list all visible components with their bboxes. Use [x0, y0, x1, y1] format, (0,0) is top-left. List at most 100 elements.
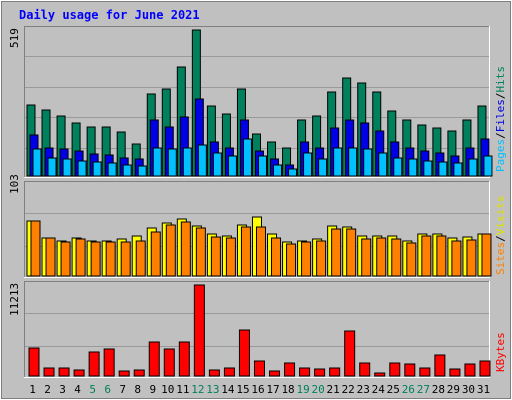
- bot-bar-kbytes-day-31: [479, 360, 491, 377]
- top-bar-pages-day-8: [137, 165, 147, 177]
- mid-bar-sites-day-28: [436, 235, 447, 277]
- x-tick-label-day-22: 22: [342, 383, 355, 396]
- bot-bar-kbytes-day-15: [238, 329, 250, 377]
- bot-bar-kbytes-day-13: [208, 369, 220, 377]
- x-tick-label-day-4: 4: [74, 383, 81, 396]
- bot-bar-kbytes-day-20: [314, 368, 326, 377]
- bot-bar-kbytes-day-10: [163, 348, 175, 377]
- top-bar-pages-day-16: [257, 155, 267, 177]
- mid-bar-sites-day-8: [135, 240, 146, 277]
- x-tick-label-day-1: 1: [29, 383, 36, 396]
- bot-bar-kbytes-day-5: [88, 351, 100, 377]
- bot-bar-kbytes-day-21: [329, 367, 341, 377]
- top-bar-pages-day-26: [408, 158, 418, 177]
- top-bar-pages-day-7: [122, 164, 132, 177]
- mid-bar-sites-day-15: [240, 226, 251, 277]
- mid-bar-sites-day-12: [195, 227, 206, 277]
- top-bar-pages-day-15: [242, 138, 252, 177]
- top-bar-pages-day-5: [92, 161, 102, 177]
- mid-bar-sites-day-2: [45, 237, 56, 277]
- mid-bar-sites-day-5: [90, 241, 101, 277]
- mid-bar-sites-day-19: [301, 241, 312, 277]
- top-bar-pages-day-2: [47, 157, 57, 177]
- legend-kbytes: KBytes: [494, 332, 507, 372]
- x-tick-label-day-27: 27: [417, 383, 430, 396]
- top-bar-pages-day-12: [197, 144, 207, 177]
- mid-bar-sites-day-25: [391, 238, 402, 277]
- bot-bar-kbytes-day-16: [253, 360, 265, 377]
- x-tick-label-day-25: 25: [387, 383, 400, 396]
- top-bar-pages-day-17: [273, 164, 283, 177]
- x-tick-label-day-10: 10: [161, 383, 174, 396]
- bot-bar-kbytes-day-2: [43, 367, 55, 377]
- x-tick-label-day-19: 19: [296, 383, 309, 396]
- mid-bar-sites-day-31: [481, 233, 492, 277]
- top-bar-pages-day-11: [182, 147, 192, 177]
- mid-bar-sites-day-3: [60, 241, 71, 277]
- x-tick-label-day-21: 21: [327, 383, 340, 396]
- top-bar-pages-day-10: [167, 148, 177, 177]
- bot-bar-kbytes-day-19: [299, 367, 311, 377]
- bot-bar-kbytes-day-6: [103, 348, 115, 377]
- top-bar-pages-day-4: [77, 160, 87, 177]
- legend-separator: /: [494, 235, 507, 242]
- bot-bar-kbytes-day-22: [344, 330, 356, 377]
- top-bar-pages-day-21: [333, 147, 343, 177]
- x-tick-label-day-11: 11: [176, 383, 189, 396]
- x-tick-label-day-18: 18: [281, 383, 294, 396]
- mid-bar-sites-day-14: [225, 237, 236, 277]
- top-bar-pages-day-6: [107, 162, 117, 177]
- mid-bar-sites-day-23: [361, 238, 372, 277]
- mid-bar-sites-day-29: [451, 240, 462, 277]
- x-tick-label-day-6: 6: [104, 383, 111, 396]
- legend-hits: Hits: [494, 66, 507, 93]
- legend-sites: Sites: [494, 242, 507, 275]
- mid-bar-sites-day-22: [346, 228, 357, 277]
- top-bar-pages-day-28: [438, 161, 448, 177]
- bot-bar-kbytes-day-4: [73, 369, 85, 377]
- x-axis-day-labels: 1 2 3 4 5 6 7 8 9 10 11 12 13 14 15 16 17 18 19 20 21 22 23 24 2…: [29, 383, 490, 396]
- top-bar-pages-day-1: [32, 148, 42, 177]
- chart-title: Daily usage for June 2021: [19, 8, 200, 22]
- bot-bar-kbytes-day-18: [284, 362, 296, 377]
- bot-bar-kbytes-day-27: [419, 367, 431, 377]
- legend-separator: /: [494, 132, 507, 139]
- top-bar-pages-day-14: [227, 155, 237, 177]
- mid-bar-sites-day-20: [316, 240, 327, 277]
- x-tick-label-day-3: 3: [59, 383, 66, 396]
- mid-bar-sites-day-30: [466, 239, 477, 277]
- x-tick-label-day-29: 29: [447, 383, 460, 396]
- bottom-legend: KBytes: [494, 332, 507, 372]
- mid-bar-sites-day-11: [180, 221, 191, 277]
- bot-bar-kbytes-day-3: [58, 367, 70, 377]
- x-tick-label-day-14: 14: [221, 383, 235, 396]
- top-panel-hits-files-pages: [24, 26, 493, 178]
- bot-bar-kbytes-day-29: [449, 368, 461, 377]
- legend-hits-files-pages: Pages/Files/Hits: [494, 66, 507, 172]
- x-tick-label-day-12: 12: [191, 383, 204, 396]
- legend-separator: /: [494, 93, 507, 100]
- x-tick-label-day-13: 13: [206, 383, 219, 396]
- x-tick-label-day-28: 28: [432, 383, 445, 396]
- x-tick-label-day-5: 5: [89, 383, 96, 396]
- mid-bar-sites-day-24: [376, 237, 387, 277]
- legend-pages: Pages: [494, 139, 507, 172]
- mid-bar-sites-day-17: [271, 237, 282, 277]
- x-tick-label-day-9: 9: [149, 383, 156, 396]
- mid-bar-sites-day-13: [210, 236, 221, 277]
- bot-bar-kbytes-day-30: [464, 363, 476, 377]
- top-panel-ymax-label: 519: [8, 28, 21, 48]
- mid-bar-sites-day-6: [105, 241, 116, 277]
- top-bar-pages-day-25: [393, 157, 403, 177]
- top-bar-pages-day-27: [423, 160, 433, 177]
- mid-bar-sites-day-10: [165, 224, 176, 277]
- top-bar-pages-day-29: [453, 162, 463, 177]
- top-legend: Pages/Files/Hits: [494, 66, 507, 172]
- x-tick-label-day-2: 2: [44, 383, 51, 396]
- mid-bar-sites-day-7: [120, 241, 131, 277]
- top-bar-pages-day-30: [468, 158, 478, 177]
- bot-bar-kbytes-day-14: [223, 367, 235, 377]
- legend-visits: Visits: [494, 196, 507, 236]
